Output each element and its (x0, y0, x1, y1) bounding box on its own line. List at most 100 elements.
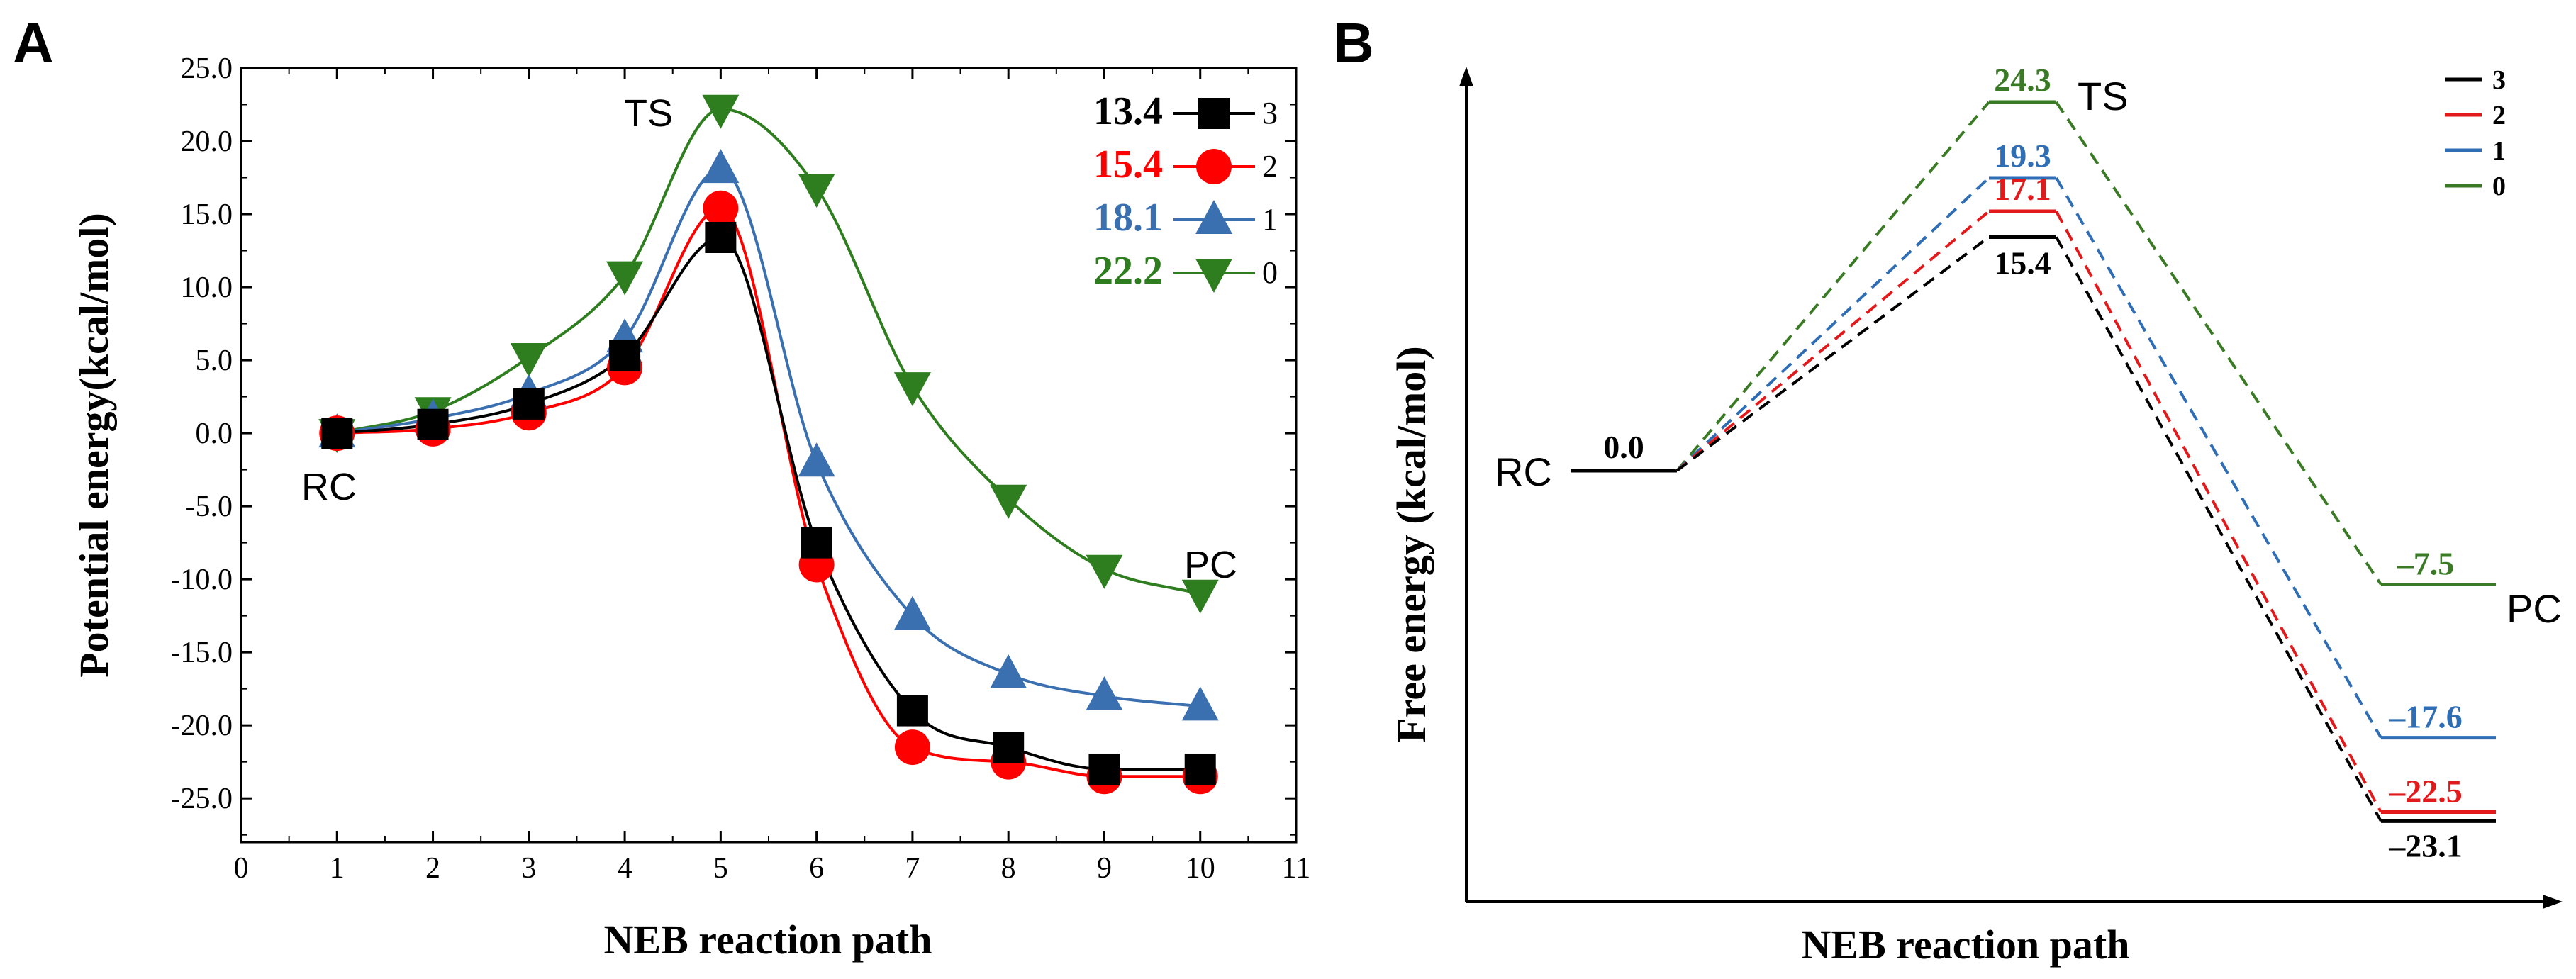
y-tick-label-a: 0.0 (196, 418, 233, 450)
legend-label-0: 0 (1262, 255, 1278, 290)
connector-rc-ts-0 (1675, 101, 1990, 472)
chart-a-axes: 0 1 2 3 4 5 6 7 8 9 10 1125.020.015.010.05.00.0-5.0… (171, 52, 1311, 885)
legend-barrier-value-2: 15.4 (1093, 142, 1163, 186)
x-tick-label-a: 4 (618, 852, 632, 885)
y-tick-label-a: -25.0 (171, 783, 233, 815)
y-tick-label-a: -20.0 (171, 710, 233, 742)
legend-label-3: 3 (1262, 96, 1278, 130)
chart-a-legend: 13.4 3 15.4 2 18.1 1 22.2 0 (1093, 89, 1278, 293)
data-point-0 (702, 94, 740, 129)
x-tick-label-a: 3 (521, 852, 536, 885)
data-point-3 (513, 388, 545, 420)
connector-ts-pc-3 (2055, 236, 2382, 822)
x-tick-label-a: 6 (809, 852, 824, 885)
data-point-0 (990, 484, 1027, 519)
data-point-3 (609, 340, 641, 371)
connector-ts-pc-2 (2055, 211, 2382, 813)
chart-b: 0.0 15.4 –23.1 17.1 –22.5 19.3 –17.6 24.3 –7.5 R… (1388, 62, 2563, 968)
y-tick-label-a: 10.0 (181, 272, 233, 304)
data-point-3 (321, 418, 353, 449)
data-point-1 (798, 442, 835, 477)
chart-a-ylabel: Potential energy(kcal/mol) (71, 213, 117, 678)
data-point-1 (990, 654, 1027, 689)
data-point-0 (1086, 554, 1123, 589)
legend-label-2: 2 (1262, 149, 1278, 184)
data-point-0 (893, 372, 931, 407)
connector-rc-ts-1 (1675, 177, 1990, 472)
connector-rc-ts-3 (1675, 235, 1990, 472)
pc-state-label-b: PC (2507, 586, 2562, 631)
rc-annotation-a: RC (301, 466, 357, 508)
chart-b-xlabel: NEB reaction path (1802, 922, 2130, 968)
y-tick-label-a: 20.0 (181, 125, 233, 158)
legend-marker-0 (1195, 259, 1232, 293)
y-tick-label-a: -15.0 (171, 637, 233, 669)
pc-value-label-0: –7.5 (2397, 546, 2455, 582)
data-point-3 (705, 222, 737, 254)
x-tick-label-a: 8 (1001, 852, 1016, 885)
data-point-0 (798, 173, 835, 208)
x-tick-label-a: 2 (425, 852, 440, 885)
chart-a-xlabel: NEB reaction path (604, 917, 932, 963)
x-tick-label-a: 5 (713, 852, 728, 885)
data-point-3 (1088, 753, 1120, 785)
data-point-2 (894, 729, 930, 766)
x-tick-label-a: 10 (1186, 852, 1215, 885)
series-line-0 (336, 107, 1201, 595)
y-tick-label-a: 25.0 (181, 52, 233, 85)
data-point-0 (510, 342, 547, 377)
ts-state-label-b: TS (2078, 74, 2129, 118)
legend-marker-3 (1198, 98, 1230, 129)
legend-label-1: 1 (1262, 202, 1278, 237)
legend-barrier-value-3: 13.4 (1093, 89, 1163, 133)
y-tick-label-a: -5.0 (186, 491, 233, 523)
series-line-3 (337, 236, 1200, 771)
data-point-1 (1086, 676, 1123, 710)
y-tick-label-a: -10.0 (171, 564, 233, 596)
ts-value-label-3: 15.4 (1994, 245, 2051, 281)
series-line-1 (336, 167, 1200, 708)
chart-b-energy-lines (1571, 100, 2496, 823)
data-point-0 (606, 261, 644, 296)
pc-annotation-a: PC (1184, 544, 1237, 586)
legend-barrier-value-1: 18.1 (1093, 196, 1163, 240)
connector-rc-ts-2 (1675, 210, 1990, 472)
legend-label-b-3: 3 (2492, 65, 2506, 95)
legend-barrier-value-0: 22.2 (1093, 249, 1163, 293)
data-point-3 (801, 527, 832, 559)
data-point-1 (893, 595, 931, 630)
data-point-3 (993, 732, 1025, 763)
legend-label-b-1: 1 (2492, 136, 2506, 166)
ts-value-label-1: 19.3 (1994, 138, 2051, 174)
pc-value-label-1: –17.6 (2388, 699, 2463, 735)
legend-marker-2 (1196, 149, 1232, 184)
chart-b-ylabel: Free energy (kcal/mol) (1388, 346, 1434, 742)
legend-label-b-2: 2 (2492, 101, 2506, 130)
panel-label-b: B (1333, 11, 1374, 74)
data-point-1 (702, 149, 740, 184)
pc-value-label-2: –22.5 (2388, 773, 2463, 810)
legend-label-b-0: 0 (2492, 172, 2506, 201)
x-tick-label-a: 7 (905, 852, 920, 885)
chart-a: 0 1 2 3 4 5 6 7 8 9 10 1125.020.015.010.05.00.0-5.0… (71, 52, 1310, 963)
chart-b-value-labels: 0.0 15.4 –23.1 17.1 –22.5 19.3 –17.6 24.3 –7.5 (1603, 62, 2463, 863)
rc-value-label-b: 0.0 (1603, 429, 1644, 465)
ts-annotation-a: TS (624, 92, 673, 135)
x-tick-label-a: 0 (234, 852, 249, 885)
y-axis-arrow-b (1459, 67, 1473, 86)
data-point-3 (1184, 753, 1216, 785)
pc-value-label-3: –23.1 (2388, 827, 2463, 863)
x-axis-arrow-b (2543, 895, 2563, 909)
legend-marker-1 (1195, 200, 1232, 234)
chart-b-legend: 3 2 1 0 (2445, 65, 2506, 201)
chart-a-markers (318, 94, 1219, 795)
ts-value-label-0: 24.3 (1994, 62, 2051, 98)
data-point-1 (1181, 686, 1219, 721)
data-point-0 (1181, 579, 1219, 614)
y-tick-label-a: 15.0 (181, 198, 233, 231)
rc-state-label-b: RC (1495, 449, 1552, 494)
data-point-3 (417, 408, 449, 440)
chart-a-curves (336, 107, 1201, 778)
x-tick-label-a: 1 (330, 852, 345, 885)
